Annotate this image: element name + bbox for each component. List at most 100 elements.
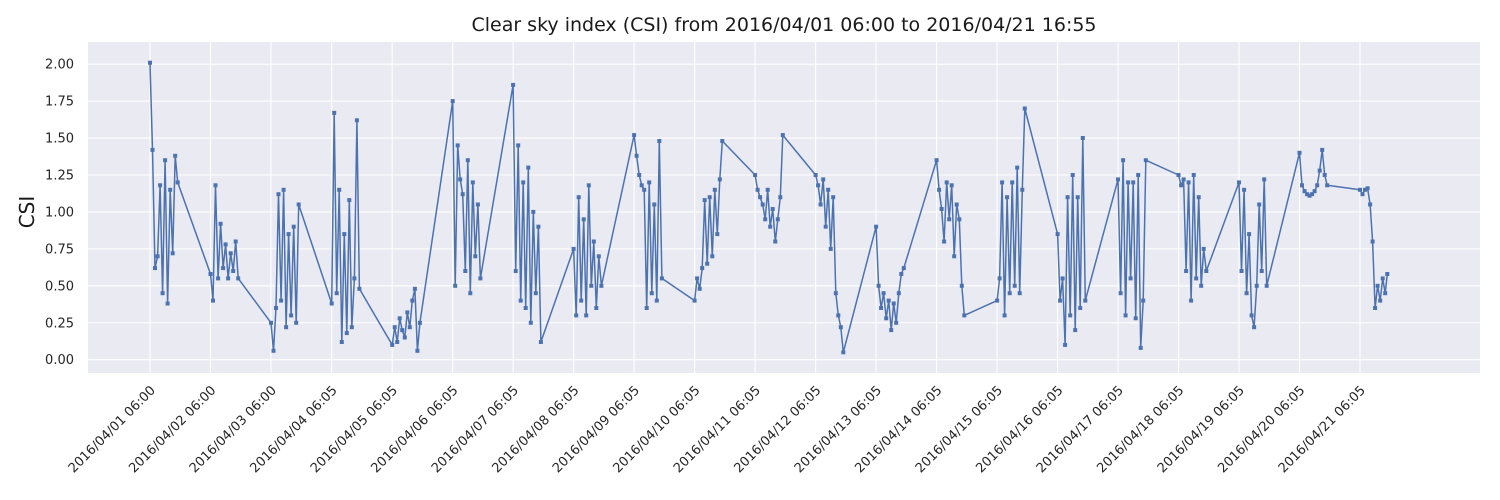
data-point <box>1179 183 1184 188</box>
y-tick-label: 0.75 <box>45 242 74 257</box>
data-point <box>1365 186 1370 191</box>
data-point <box>516 143 521 148</box>
data-point <box>780 133 785 138</box>
data-point <box>659 276 664 281</box>
data-point <box>155 254 160 259</box>
data-point <box>889 328 894 333</box>
data-point <box>468 291 473 296</box>
data-point <box>770 207 775 211</box>
data-point <box>1116 177 1120 182</box>
data-point <box>163 158 168 163</box>
data-point <box>1010 180 1015 185</box>
data-point <box>1302 189 1307 194</box>
data-point <box>596 254 601 259</box>
data-point <box>236 276 241 281</box>
data-point <box>344 331 349 336</box>
y-tick-label: 1.00 <box>45 205 74 220</box>
data-point <box>1002 313 1007 318</box>
chart-title: Clear sky index (CSI) from 2016/04/01 06… <box>471 14 1097 36</box>
data-point <box>279 298 284 303</box>
data-point <box>460 192 465 197</box>
data-point <box>407 325 412 330</box>
data-point <box>1320 147 1325 152</box>
data-point <box>1184 269 1189 273</box>
data-point <box>1358 187 1362 192</box>
data-point <box>652 202 657 207</box>
data-point <box>944 180 949 185</box>
data-point <box>831 195 836 200</box>
data-point <box>760 202 765 207</box>
data-point <box>531 209 536 214</box>
data-point <box>1204 269 1209 273</box>
data-point <box>775 217 780 222</box>
data-point <box>957 217 962 222</box>
data-point <box>513 269 518 273</box>
data-point <box>1307 193 1312 198</box>
data-point <box>707 195 712 200</box>
data-point <box>1380 276 1385 281</box>
data-point <box>657 139 662 143</box>
data-point <box>818 202 823 207</box>
data-point <box>581 217 586 222</box>
data-point <box>579 298 584 303</box>
data-point <box>705 261 710 266</box>
data-point <box>1199 283 1204 288</box>
data-point <box>463 269 468 273</box>
data-point <box>1252 325 1257 330</box>
data-point <box>231 269 236 273</box>
data-point <box>1378 298 1383 303</box>
data-point <box>216 276 221 281</box>
data-point <box>226 276 231 281</box>
data-point <box>269 320 273 325</box>
data-point <box>1373 306 1378 310</box>
data-point <box>942 239 947 244</box>
data-point <box>339 340 344 344</box>
data-point <box>962 313 967 318</box>
data-point <box>1189 298 1194 303</box>
y-tick-label: 1.75 <box>45 95 74 110</box>
data-point <box>697 286 702 291</box>
data-point <box>1080 136 1085 140</box>
data-point <box>1257 202 1262 207</box>
data-point <box>1312 189 1317 194</box>
data-point <box>1325 183 1330 188</box>
data-point <box>1242 187 1247 192</box>
data-point <box>894 320 899 325</box>
data-point <box>879 306 884 310</box>
data-point <box>947 217 952 222</box>
data-point <box>453 283 458 288</box>
data-point <box>1368 202 1373 207</box>
data-point <box>291 224 296 229</box>
data-point <box>1196 195 1201 200</box>
data-point <box>473 254 478 259</box>
data-point <box>1201 246 1206 251</box>
data-point <box>170 251 175 256</box>
data-point <box>329 301 334 306</box>
data-point <box>584 313 589 318</box>
data-point <box>347 198 352 203</box>
data-point <box>538 340 543 344</box>
data-point <box>153 266 157 271</box>
plot-area <box>88 42 1480 373</box>
data-point <box>901 266 906 271</box>
data-point <box>221 266 226 271</box>
data-point <box>465 158 470 163</box>
data-point <box>828 246 833 251</box>
data-point <box>639 183 644 188</box>
data-point <box>753 173 758 177</box>
data-point <box>995 298 1000 303</box>
data-point <box>1385 272 1390 276</box>
data-point <box>276 192 281 197</box>
data-point <box>1143 158 1148 163</box>
data-point <box>758 195 763 200</box>
data-point <box>478 276 483 281</box>
data-point <box>654 298 659 303</box>
data-point <box>1133 316 1138 321</box>
data-point <box>294 320 299 325</box>
data-point <box>712 187 717 192</box>
data-point <box>400 328 405 333</box>
data-point <box>1083 298 1088 303</box>
data-point <box>959 283 964 288</box>
